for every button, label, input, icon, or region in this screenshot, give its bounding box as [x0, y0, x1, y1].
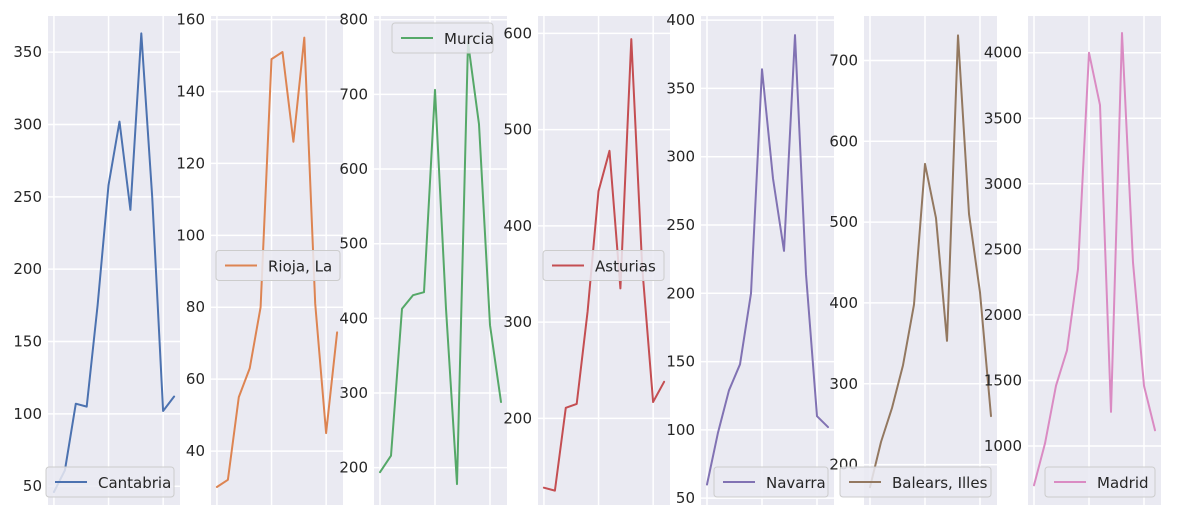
legend: Balears, Illes — [839, 466, 992, 498]
y-tick-label: 80 — [186, 298, 205, 316]
legend-frame — [215, 250, 341, 281]
y-tick-label: 150 — [13, 333, 42, 351]
y-tick-label: 40 — [186, 442, 205, 460]
y-tick-label: 50 — [23, 477, 42, 495]
y-tick-label: 300 — [503, 313, 532, 331]
y-tick-label: 400 — [829, 294, 858, 312]
y-tick-label: 500 — [503, 121, 532, 139]
legend: Murcia — [391, 22, 494, 54]
y-tick-label: 400 — [503, 217, 532, 235]
panel-1: 50 100 150 200 250 300 350 Cantabria — [13, 16, 180, 505]
y-tick-label: 600 — [503, 24, 532, 42]
y-tick-label: 4000 — [984, 44, 1022, 62]
legend-frame — [713, 466, 829, 498]
y-tick-label: 200 — [666, 284, 695, 302]
y-tick-label: 1000 — [984, 437, 1022, 455]
y-tick-label: 140 — [176, 83, 205, 101]
y-tick-label: 50 — [676, 489, 695, 507]
series-line — [542, 38, 666, 492]
y-tick-label: 500 — [339, 235, 368, 253]
panel-4: 200 300 400 500 600 Asturias — [503, 16, 670, 505]
y-tick-label: 600 — [829, 132, 858, 150]
plot-area — [701, 16, 834, 505]
panel-2: 40 60 80 100 120 140 160 Rioja, La — [176, 11, 343, 505]
series-line — [1033, 32, 1156, 487]
y-tick-label: 800 — [339, 11, 368, 29]
y-tick-label: 350 — [666, 79, 695, 97]
y-tick-label: 400 — [666, 11, 695, 29]
panel-7: 1000 1500 2000 2500 3000 3500 4000 Madrid — [984, 16, 1161, 505]
legend-label: Navarra — [766, 474, 826, 492]
y-tick-label: 2000 — [984, 306, 1022, 324]
y-tick-label: 100 — [176, 226, 205, 244]
y-tick-label: 100 — [666, 421, 695, 439]
y-tick-label: 160 — [176, 11, 205, 29]
y-tick-label: 200 — [339, 459, 368, 477]
y-tick-label: 300 — [339, 384, 368, 402]
y-tick-label: 400 — [339, 309, 368, 327]
plot-area — [1028, 16, 1161, 505]
y-tick-label: 300 — [829, 375, 858, 393]
y-tick-label: 300 — [13, 116, 42, 134]
legend-label: Cantabria — [98, 474, 171, 492]
y-tick-label: 3500 — [984, 109, 1022, 127]
y-tick-label: 1500 — [984, 371, 1022, 389]
legend-label: Murcia — [444, 30, 494, 48]
y-tick-label: 200 — [503, 409, 532, 427]
legend: Madrid — [1044, 466, 1156, 498]
y-tick-label: 300 — [666, 148, 695, 166]
series-line — [706, 34, 829, 486]
y-tick-label: 600 — [339, 160, 368, 178]
legend-label: Balears, Illes — [892, 474, 988, 492]
y-tick-label: 120 — [176, 154, 205, 172]
series-line — [52, 32, 176, 493]
y-tick-label: 700 — [339, 85, 368, 103]
y-tick-label: 2500 — [984, 240, 1022, 258]
y-tick-label: 100 — [13, 405, 42, 423]
plot-area — [48, 16, 180, 505]
legend-label: Asturias — [595, 258, 656, 276]
y-tick-label: 250 — [666, 216, 695, 234]
y-tick-label: 350 — [13, 43, 42, 61]
series-line — [379, 41, 502, 486]
panel-3: 200 300 400 500 600 700 800 Murcia — [339, 11, 507, 505]
plot-area — [374, 16, 507, 505]
legend: Rioja, La — [215, 250, 341, 281]
y-tick-label: 250 — [13, 188, 42, 206]
series-line — [869, 34, 992, 489]
y-tick-label: 700 — [829, 51, 858, 69]
legend: Navarra — [713, 466, 829, 498]
legend-frame — [839, 466, 992, 498]
y-tick-label: 500 — [829, 213, 858, 231]
legend: Cantabria — [45, 466, 175, 498]
y-tick-label: 150 — [666, 353, 695, 371]
legend-label: Madrid — [1097, 474, 1149, 492]
legend-frame — [1044, 466, 1156, 498]
panel-5: 50 100 150 200 250 300 350 400 Navarra — [666, 11, 834, 507]
legend-label: Rioja, La — [268, 258, 332, 276]
y-tick-label: 3000 — [984, 175, 1022, 193]
y-tick-label: 200 — [13, 260, 42, 278]
legend-frame — [45, 466, 175, 498]
legend-frame — [542, 250, 665, 281]
legend: Asturias — [542, 250, 665, 281]
series-line — [215, 36, 339, 488]
legend-frame — [391, 22, 494, 54]
y-tick-label: 60 — [186, 370, 205, 388]
